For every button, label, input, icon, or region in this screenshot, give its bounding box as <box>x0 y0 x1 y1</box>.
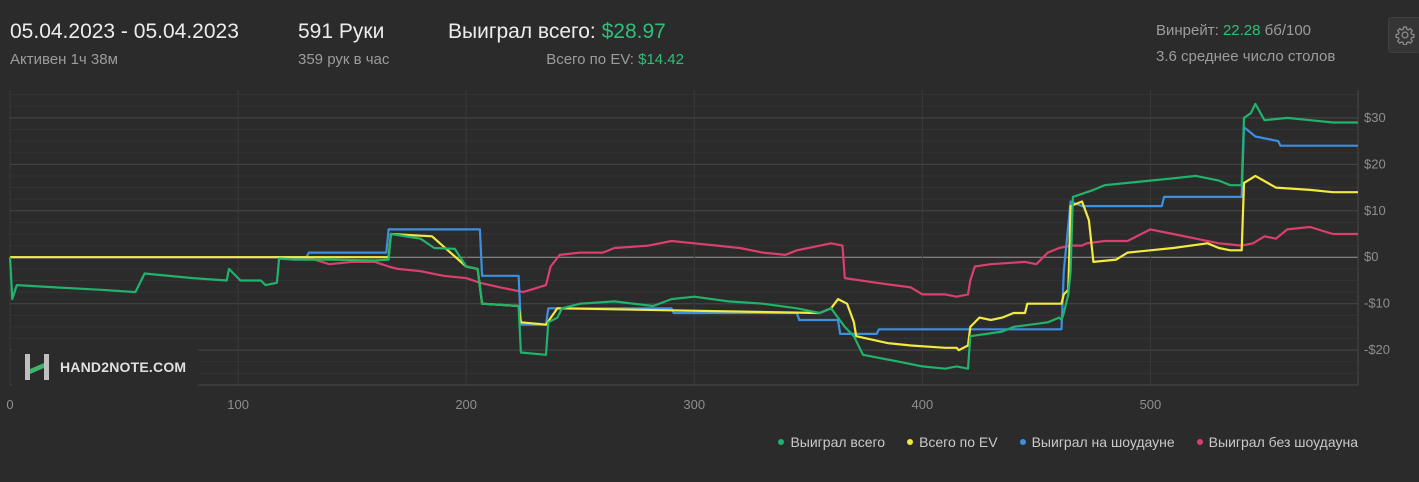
y-tick-label: $10 <box>1364 203 1386 218</box>
legend-dot <box>1196 439 1203 445</box>
total-ev: Всего по EV: $14.42 <box>448 51 684 68</box>
active-time: Активен 1ч 38м <box>10 51 118 68</box>
total-ev-label: Всего по EV: <box>546 51 639 68</box>
legend-label: Выиграл всего <box>790 434 886 450</box>
settings-button[interactable] <box>1388 17 1419 53</box>
x-tick-label: 100 <box>227 397 249 412</box>
hand2note-logo: HAND2NOTE.COM <box>12 348 198 386</box>
legend-label: Выиграл на шоудауне <box>1031 434 1175 450</box>
x-tick-label: 500 <box>1140 397 1162 412</box>
y-tick-label: $20 <box>1364 156 1386 171</box>
legend-label: Всего по EV <box>919 434 998 450</box>
x-tick-label: 200 <box>455 397 477 412</box>
date-range: 05.04.2023 - 05.04.2023 <box>10 20 239 43</box>
series-line-4 <box>10 225 1358 298</box>
x-tick-label: 300 <box>683 397 705 412</box>
hands-count: 591 Руки <box>298 20 385 43</box>
legend-dot <box>1019 439 1026 445</box>
x-tick-label: 0 <box>6 397 13 412</box>
total-won-value: $28.97 <box>601 20 666 43</box>
y-tick-label: -$10 <box>1364 296 1390 311</box>
legend-item-3[interactable]: Выиграл на шоудауне <box>1019 434 1175 450</box>
winrate: Винрейт: 22.28 бб/100 <box>1156 22 1311 39</box>
legend-dot <box>778 439 785 445</box>
winrate-unit: бб/100 <box>1260 22 1312 39</box>
total-won-label: Выиграл всего: <box>448 20 602 43</box>
series-line-3 <box>10 126 1358 335</box>
winrate-label: Винрейт: <box>1156 22 1223 39</box>
y-tick-label: $0 <box>1364 249 1378 264</box>
hand2note-logo-text: HAND2NOTE.COM <box>60 359 187 375</box>
winrate-value: 22.28 <box>1222 22 1261 39</box>
legend-item-1[interactable]: Выиграл всего <box>778 434 885 450</box>
legend-item-2[interactable]: Всего по EV <box>907 434 998 450</box>
y-tick-label: -$20 <box>1364 342 1390 357</box>
total-won: Выиграл всего: $28.97 <box>448 20 666 44</box>
hand2note-logo-icon <box>25 354 49 380</box>
gear-icon <box>1395 26 1414 45</box>
legend-label: Выиграл без шоудауна <box>1208 434 1358 450</box>
average-tables: 3.6 среднее число столов <box>1156 48 1336 65</box>
series-line-1 <box>8 102 1358 370</box>
y-tick-label: $30 <box>1364 110 1386 125</box>
chart-legend: Выиграл всего Всего по EV Выиграл на шоуда… <box>778 434 1358 450</box>
series-line-2 <box>10 174 1358 352</box>
total-ev-value: $14.42 <box>638 51 684 68</box>
legend-item-4[interactable]: Выиграл без шоудауна <box>1196 434 1358 450</box>
legend-dot <box>907 439 914 445</box>
x-tick-label: 400 <box>912 397 934 412</box>
hands-per-hour: 359 рук в час <box>298 51 390 68</box>
